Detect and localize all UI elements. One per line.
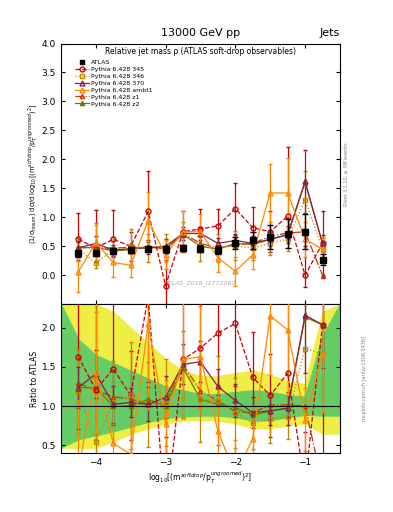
Text: Rivet 3.1.10, ≥ 3M events: Rivet 3.1.10, ≥ 3M events: [344, 142, 349, 206]
Text: 13000 GeV pp: 13000 GeV pp: [161, 28, 240, 38]
Text: mcplots.cern.ch [arXiv:1306.3436]: mcplots.cern.ch [arXiv:1306.3436]: [362, 336, 367, 421]
Y-axis label: Ratio to ATLAS: Ratio to ATLAS: [30, 351, 39, 407]
Text: Jets: Jets: [320, 28, 340, 38]
X-axis label: log$_{10}$[(m$^{soft drop}$/p$_T^{ungroomed}$)$^2$]: log$_{10}$[(m$^{soft drop}$/p$_T^{ungroo…: [148, 470, 253, 486]
Text: ATLAS_2019_I1772062: ATLAS_2019_I1772062: [165, 280, 236, 286]
Legend: ATLAS, Pythia 6.428 345, Pythia 6.428 346, Pythia 6.428 370, Pythia 6.428 ambt1,: ATLAS, Pythia 6.428 345, Pythia 6.428 34…: [72, 57, 155, 109]
Text: Relative jet mass ρ (ATLAS soft-drop observables): Relative jet mass ρ (ATLAS soft-drop obs…: [105, 48, 296, 56]
Y-axis label: (1/σ$_{resum}$) dσ/d log$_{10}$[(m$^{soft drop}$/p$_T^{ungroomed}$)$^2$]: (1/σ$_{resum}$) dσ/d log$_{10}$[(m$^{sof…: [27, 103, 40, 244]
